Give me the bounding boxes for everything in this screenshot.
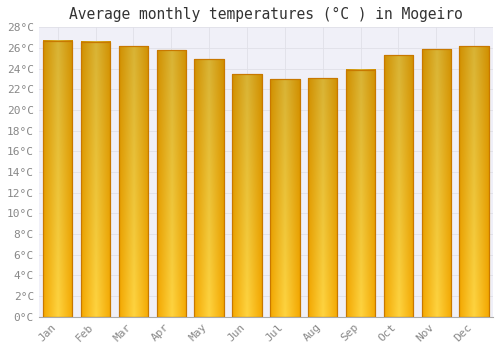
Bar [118,46,148,317]
Bar [43,41,72,317]
Bar [460,46,489,317]
Bar [156,50,186,317]
Bar [270,79,300,317]
Bar [194,60,224,317]
Bar [346,70,376,317]
Bar [232,74,262,317]
Bar [156,50,186,317]
Bar [346,70,376,317]
Bar [460,46,489,317]
Bar [43,41,72,317]
Bar [308,78,338,317]
Bar [384,55,413,317]
Bar [270,79,300,317]
Bar [194,60,224,317]
Bar [81,42,110,317]
Title: Average monthly temperatures (°C ) in Mogeiro: Average monthly temperatures (°C ) in Mo… [69,7,463,22]
Bar [232,74,262,317]
Bar [118,46,148,317]
Bar [422,49,451,317]
Bar [384,55,413,317]
Bar [81,42,110,317]
Bar [308,78,338,317]
Bar [422,49,451,317]
